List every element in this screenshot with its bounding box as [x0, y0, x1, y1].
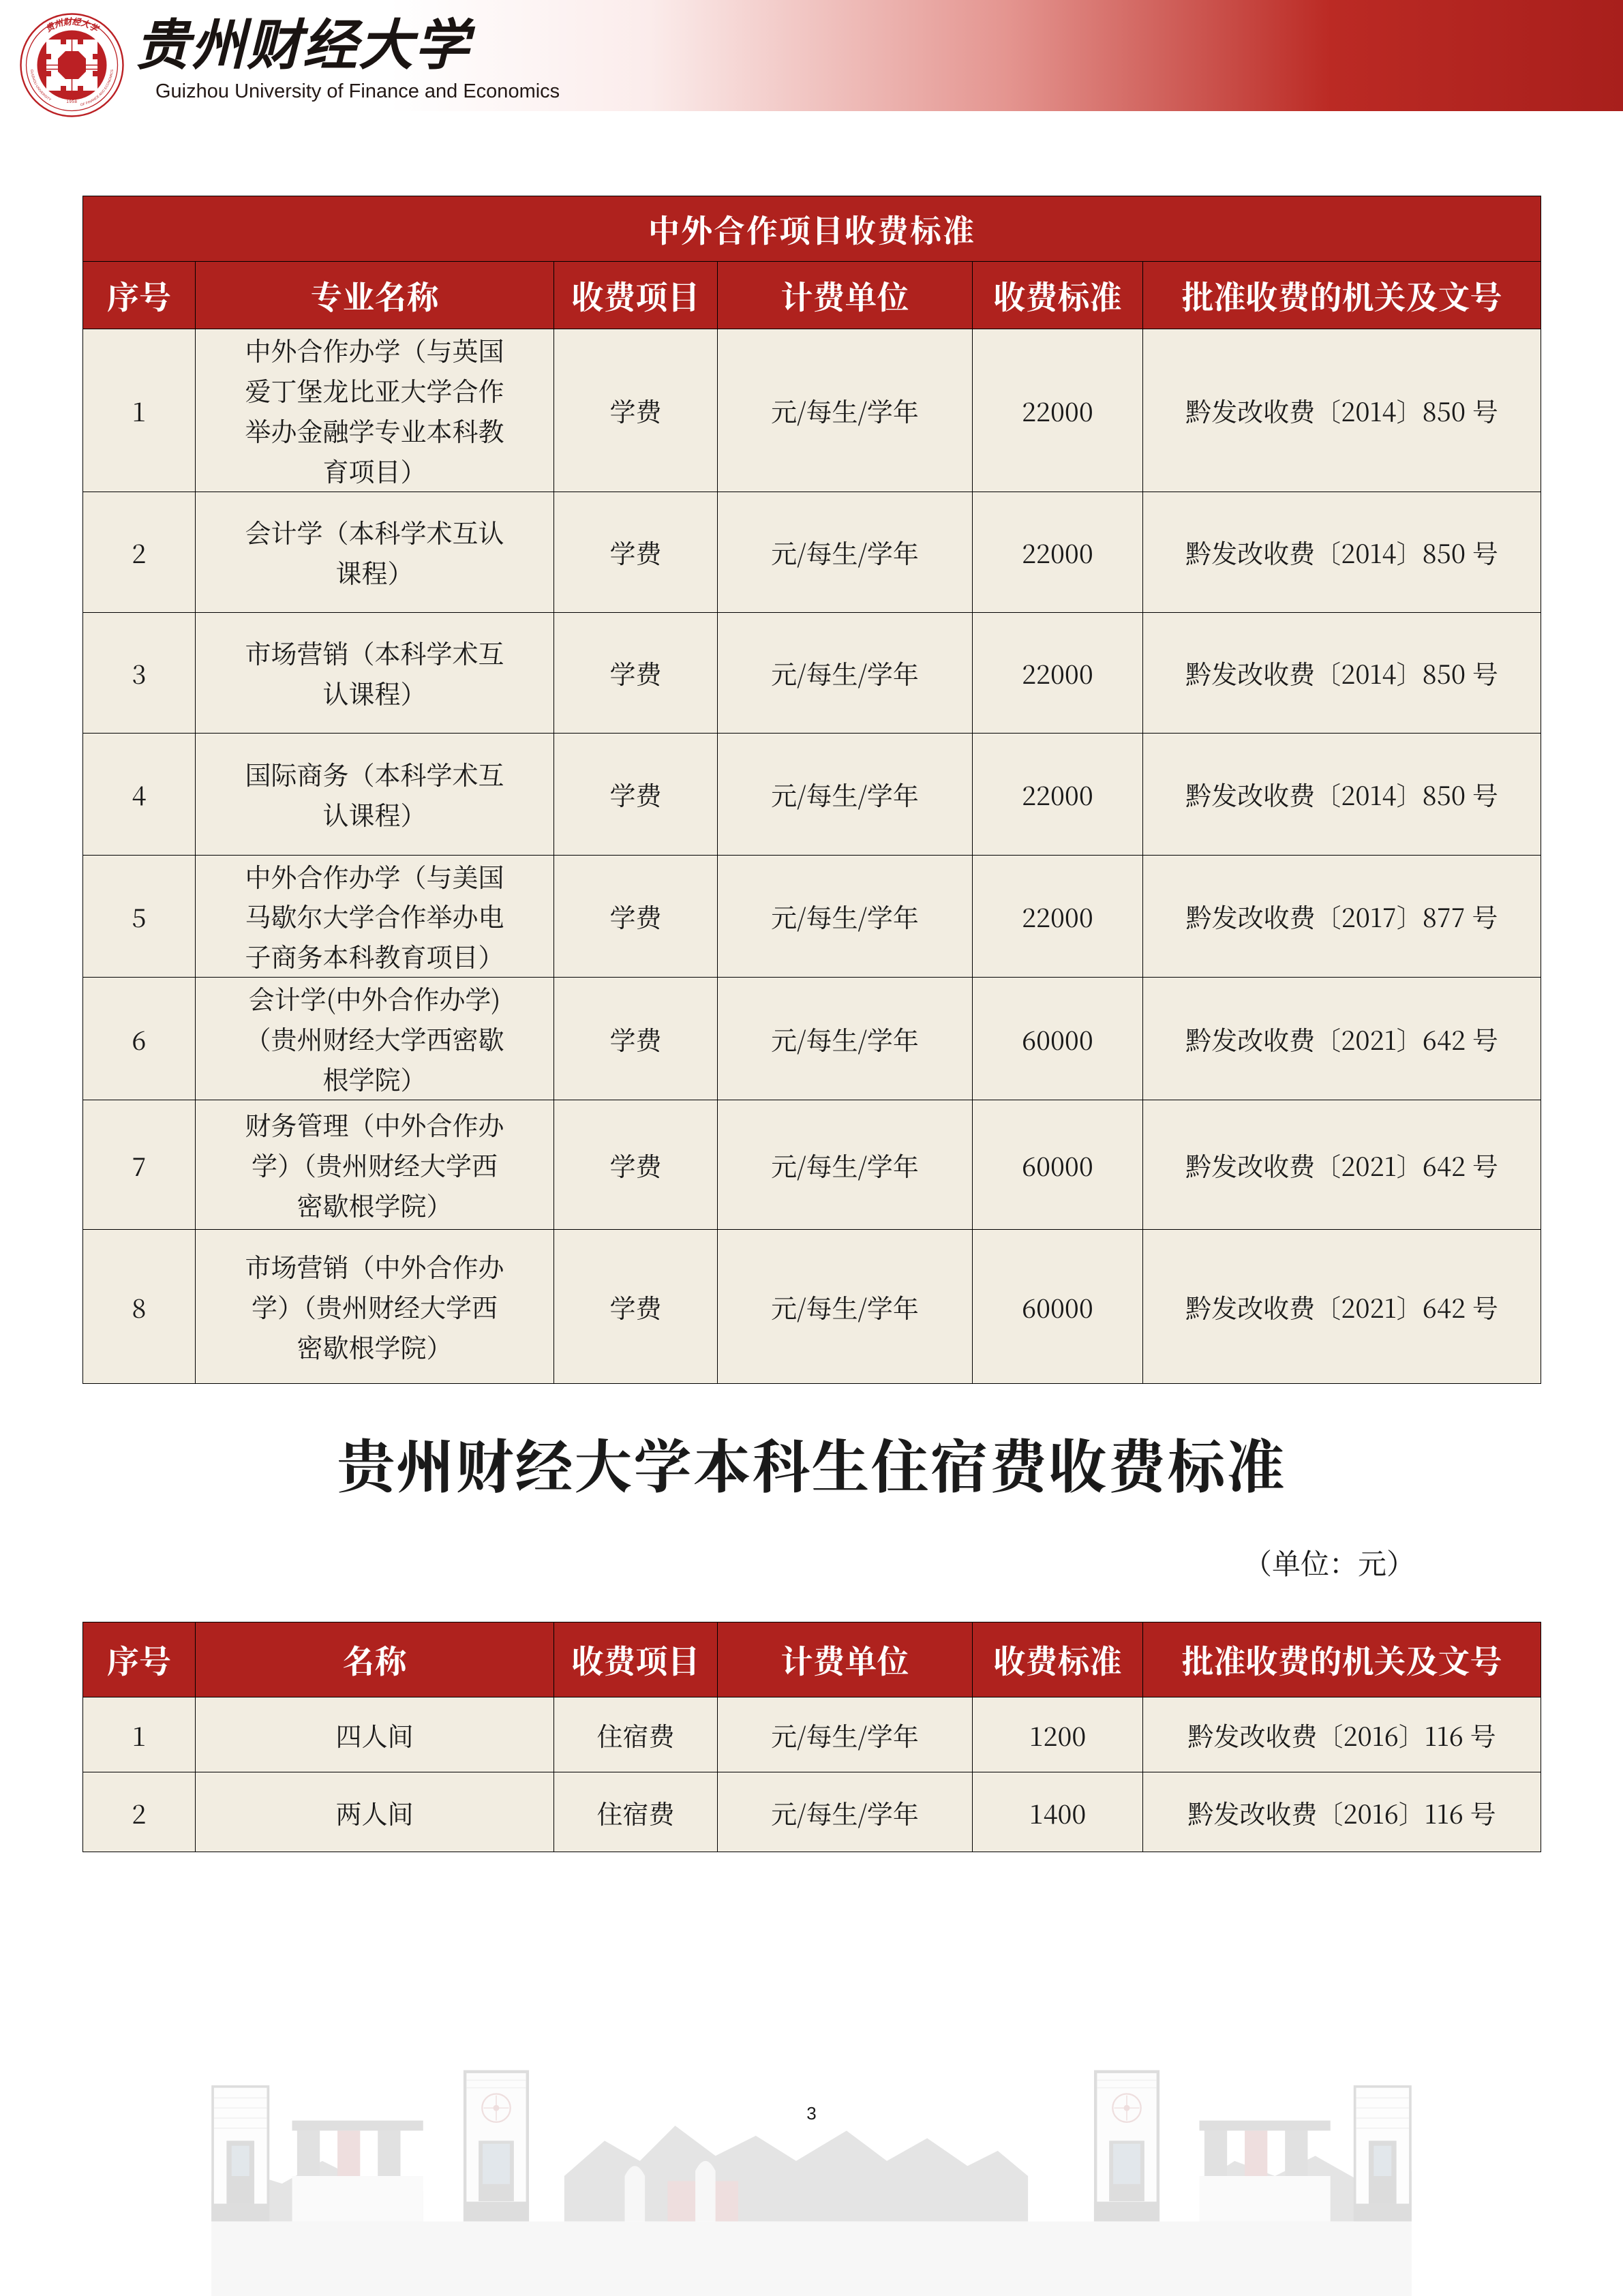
svg-text:1958: 1958: [66, 100, 77, 104]
